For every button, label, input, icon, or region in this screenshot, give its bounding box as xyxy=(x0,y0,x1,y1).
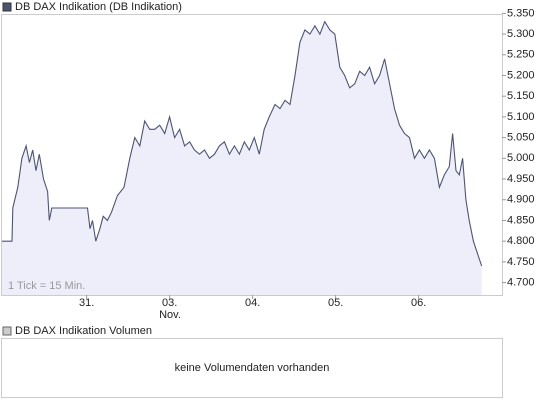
y-tick-label: 4.900 xyxy=(507,194,535,206)
volume-frame xyxy=(1,338,503,398)
legend-icon xyxy=(2,326,12,336)
y-tick-label: 5.200 xyxy=(507,69,535,81)
x-tick-label: 03. xyxy=(162,297,177,309)
chart-title: DB DAX Indikation (DB Indikation) xyxy=(15,1,182,13)
panel-title: DB DAX Indikation Volumen xyxy=(15,325,152,337)
y-tick-label: 4.700 xyxy=(507,276,535,288)
y-tick-label: 5.050 xyxy=(507,132,535,144)
y-tick-label: 5.350 xyxy=(507,7,535,19)
empty-message: keine Volumendaten vorhanden xyxy=(175,362,330,374)
plot-frame xyxy=(1,14,503,296)
y-tick-label: 4.750 xyxy=(507,256,535,268)
y-tick-label: 5.250 xyxy=(507,49,535,61)
price-line xyxy=(2,20,483,267)
x-tick-label: 31. xyxy=(79,297,94,309)
y-tick-label: 5.100 xyxy=(507,111,535,123)
y-tick-label: 4.800 xyxy=(507,235,535,247)
x-tick-label: 05. xyxy=(328,297,343,309)
y-tick-label: 5.000 xyxy=(507,152,535,164)
legend-icon xyxy=(2,2,12,12)
y-tick-label: 4.950 xyxy=(507,173,535,185)
x-tick-label: 04. xyxy=(245,297,260,309)
area xyxy=(2,21,482,295)
annotation: 1 Tick = 15 Min. xyxy=(8,280,85,292)
x-tick-label: 06. xyxy=(411,297,426,309)
y-tick-label: 4.850 xyxy=(507,214,535,226)
y-tick-label: 5.300 xyxy=(507,28,535,40)
month-label: Nov. xyxy=(159,309,181,321)
y-tick-label: 5.150 xyxy=(507,90,535,102)
